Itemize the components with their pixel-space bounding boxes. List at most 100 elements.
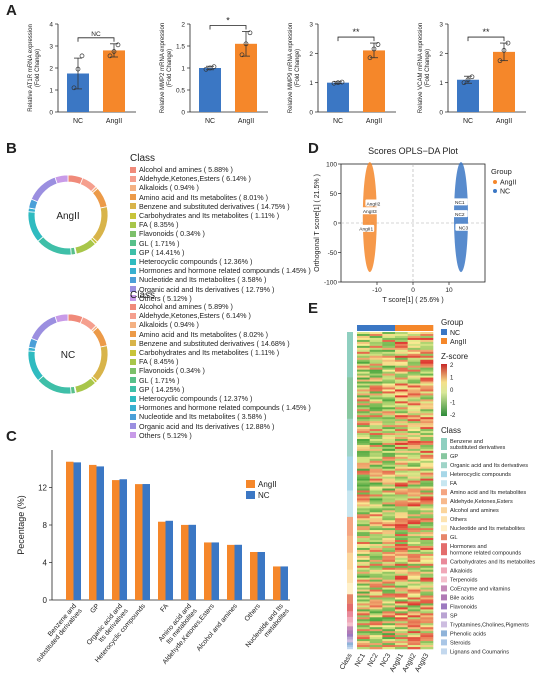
- heatmap-cell: [382, 583, 396, 586]
- legend-swatch: [130, 404, 136, 411]
- x-tick-label: NC: [205, 118, 215, 125]
- legend-label: GP ( 14.25% ): [139, 384, 185, 394]
- heatmap-cell: [395, 569, 408, 573]
- donut-slice: [74, 238, 96, 255]
- heatmap-cell: [382, 613, 396, 616]
- heatmap-cell: [407, 623, 421, 626]
- heatmap-cell: [382, 359, 396, 363]
- heatmap-cell: [407, 565, 421, 569]
- heatmap-cell: [407, 579, 421, 582]
- heatmap-cell: [382, 488, 396, 491]
- donut-slice: [30, 176, 58, 203]
- donut-slice: [54, 174, 69, 185]
- heatmap-cell: [382, 645, 396, 648]
- heatmap-cell: [420, 547, 434, 551]
- x-tick-label-line: substituted derivatives: [35, 607, 84, 663]
- legend-label: Nucleotide and Its metabolites ( 3.58% ): [139, 275, 267, 285]
- heatmap-cell: [357, 639, 370, 642]
- donut-slice: [92, 187, 108, 209]
- heatmap-cell: [395, 385, 408, 388]
- heatmap-cell: [369, 353, 383, 357]
- legend-label: Aldehyde,Ketones,Esters ( 6.14% ): [139, 174, 251, 184]
- heatmap-cell: [420, 625, 434, 628]
- heatmap-cell: [357, 373, 370, 376]
- heatmap-cell: [369, 581, 383, 584]
- point-label-box: [455, 223, 472, 231]
- heatmap-cell: [357, 559, 370, 563]
- class-legend-label: Nucleotide and Its metabolites: [450, 526, 525, 532]
- heatmap-cell: [407, 520, 421, 523]
- heatmap-cell: [382, 456, 396, 460]
- heatmap-cell: [369, 419, 383, 422]
- bar-chart-A4: 0 1 2 3 Relative VCAM mRNA expression(Fold C…: [418, 22, 526, 125]
- x-tick-label: FA: [159, 602, 170, 613]
- heatmap-cell: [357, 339, 370, 343]
- heatmap-cell: [382, 502, 396, 505]
- heatmap-cell: [407, 621, 421, 624]
- data-point: [115, 42, 121, 48]
- heatmap-cell: [382, 528, 396, 531]
- legend-swatch: [130, 258, 136, 265]
- heatmap-cell: [357, 401, 370, 404]
- heatmap-cell: [407, 403, 421, 406]
- heatmap-cell: [382, 526, 396, 529]
- data-point: [367, 55, 373, 61]
- heatmap-cell: [395, 603, 408, 606]
- heatmap-cell: [369, 361, 383, 364]
- heatmap-cell: [369, 593, 383, 596]
- heatmap-cell: [369, 569, 383, 573]
- heatmap-cell: [395, 555, 408, 559]
- heatmap-cell: [369, 403, 383, 406]
- heatmap-cell: [395, 389, 408, 392]
- legend-label-NC: NC: [258, 491, 270, 500]
- heatmap-cell: [369, 528, 383, 531]
- heatmap-cell: [357, 516, 370, 519]
- heatmap-cell: [407, 429, 421, 432]
- class-annotation-cell: [347, 594, 353, 604]
- heatmap-cell: [357, 415, 370, 418]
- heatmap-cell: [369, 474, 383, 477]
- class-legend-swatch: [441, 639, 447, 646]
- heatmap-cell: [369, 379, 383, 382]
- heatmap-cell: [407, 643, 421, 646]
- heatmap-cell: [407, 395, 421, 398]
- heatmap-cell: [420, 349, 434, 353]
- heatmap-cell: [395, 625, 408, 628]
- legend-swatch: [130, 303, 136, 310]
- y-tick-label: 0.5: [176, 88, 185, 95]
- y-tick-label: 50: [330, 191, 338, 198]
- heatmap-cell: [369, 438, 383, 442]
- heatmap-cell: [357, 387, 370, 390]
- heatmap-cell: [382, 385, 396, 388]
- class-legend-swatch: [441, 480, 447, 487]
- x-tick-label: GP: [89, 602, 101, 614]
- heatmap-cell: [357, 641, 370, 644]
- heatmap-cell: [395, 347, 408, 351]
- legend-swatch: [130, 277, 136, 284]
- heatmap-cell: [420, 421, 434, 424]
- point-label: AngII3: [363, 209, 377, 215]
- heatmap-cell: [395, 397, 408, 400]
- heatmap-cell: [395, 456, 408, 460]
- legend-label: Flavonoids ( 0.34% ): [139, 229, 205, 239]
- class-legend-label: Terpenoids: [450, 577, 478, 583]
- class-legend-label: Phenolic acids: [450, 631, 486, 637]
- heatmap-cell: [382, 383, 396, 386]
- heatmap-cell: [382, 351, 396, 355]
- heatmap-cell: [395, 486, 408, 489]
- heatmap-cell: [369, 639, 383, 642]
- heatmap-cell: [382, 601, 396, 604]
- heatmap-cell: [382, 482, 396, 485]
- heatmap-cell: [369, 444, 383, 448]
- heatmap-cell: [382, 563, 396, 567]
- heatmap-cell: [420, 492, 434, 495]
- heatmap-cell: [420, 559, 434, 563]
- heatmap-cell: [420, 444, 434, 448]
- legend-swatch: [130, 340, 136, 347]
- legend-item: GL ( 1.71% ): [130, 239, 311, 248]
- heatmap-cell: [420, 389, 434, 392]
- heatmap-cell: [382, 639, 396, 642]
- heatmap-cell: [382, 369, 396, 372]
- heatmap-cell: [357, 547, 370, 551]
- heatmap-cell: [395, 438, 408, 442]
